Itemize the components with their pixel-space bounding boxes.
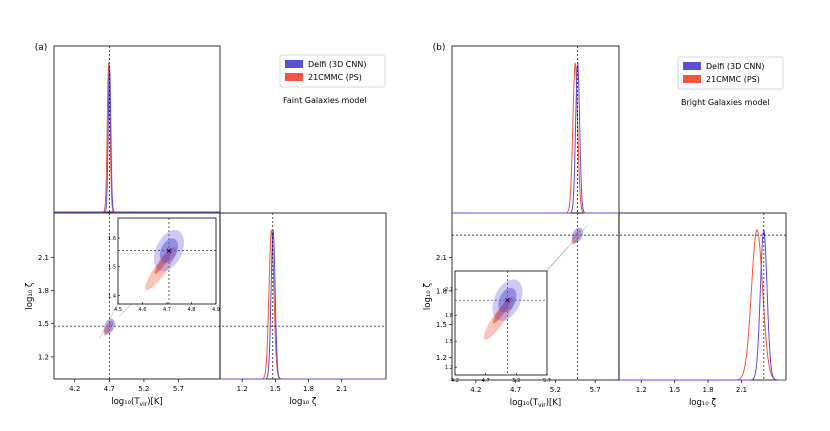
inset-link-line — [546, 224, 588, 272]
right-marginal-axes — [618, 212, 787, 381]
legend: Delfi (3D CNN) 21CMMC (PS) — [677, 56, 784, 90]
zeta-tick-label: 1.5 — [669, 386, 680, 394]
tvir-marginal-delfi-line — [452, 62, 619, 214]
tvir-marginal-21cmmc-line — [54, 62, 220, 213]
inset-y-tick-label: 1.6 — [108, 236, 116, 242]
zeta-tick-label: 1.2 — [38, 353, 49, 361]
inset-truth-marker — [505, 297, 510, 303]
legend: Delfi (3D CNN) 21CMMC (PS) — [279, 54, 386, 88]
zeta-marginal-21cmmc-line — [619, 229, 786, 381]
zeta-marginal-21cmmc-line — [220, 228, 386, 380]
inset-x-tick-label: 4.7 — [482, 378, 490, 384]
legend-label-21cmmc: 21CMMC (PS) — [706, 75, 760, 84]
tvir-axis-label-tail: )[K] — [147, 397, 163, 407]
model-label: Bright Galaxies model — [681, 98, 770, 107]
tvir-tick-label: 5.7 — [590, 386, 601, 394]
zeta-tick-label: 1.5 — [270, 385, 281, 393]
top-marginal-axes — [451, 45, 620, 214]
zeta-tick-label: 2.1 — [436, 254, 447, 262]
tvir-tick-label: 5.7 — [173, 385, 184, 393]
zeta-tick-label: 1.8 — [303, 385, 314, 393]
tvir-tick-label: 4.7 — [104, 385, 115, 393]
legend-swatch-delfi — [683, 62, 701, 70]
zeta-axis-label-left: log₁₀ ζ — [423, 283, 433, 310]
legend-box — [677, 56, 784, 90]
zeta-axis-label-right: log₁₀ ζ — [689, 398, 716, 408]
tvir-marginal-21cmmc-line — [452, 62, 619, 214]
tvir-axis-label-tail: )[K] — [546, 398, 562, 408]
tvir-tick-label: 4.2 — [470, 386, 481, 394]
model-label: Faint Galaxies model — [283, 96, 366, 105]
panel-a: (a) 4.5 4.6 4.7 4.8 4.9 1.4 1.5 1.6 4.2 4.7 5.2 5.7 1… — [25, 43, 387, 408]
tvir-marginal-delfi-line — [54, 64, 220, 213]
zeta-axis-label-right: log₁₀ ζ — [289, 397, 316, 407]
inset-truth-marker — [166, 248, 172, 253]
tvir-axis-label-sub: vir — [140, 401, 148, 408]
legend-label-delfi: Delfi (3D CNN) — [706, 62, 764, 71]
tvir-tick-label: 5.2 — [138, 385, 149, 393]
inset-x-tick-label: 5.2 — [512, 378, 520, 384]
zeta-marginal-delfi-line — [220, 229, 386, 380]
zeta-axis-label-left: log₁₀ ζ — [25, 282, 35, 309]
legend-box — [279, 54, 386, 88]
zeta-tick-label: 2.1 — [336, 385, 347, 393]
inset-x-tick-label: 4.5 — [114, 307, 122, 313]
inset-x-tick-label: 4.2 — [451, 378, 459, 384]
panel-label: (b) — [433, 43, 446, 53]
zeta-tick-label: 1.8 — [436, 287, 447, 295]
inset-x-tick-label: 4.6 — [139, 307, 147, 313]
zeta-tick-label: 1.2 — [636, 386, 647, 394]
legend-swatch-delfi — [285, 60, 303, 68]
zeta-tick-label: 2.1 — [736, 386, 747, 394]
zeta-tick-label: 1.8 — [38, 287, 49, 295]
zeta-marginal-delfi-line — [619, 229, 786, 381]
inset-x-tick-label: 4.9 — [212, 307, 220, 313]
zeta-tick-label: 1.5 — [38, 320, 49, 328]
inset-y-tick-label: 1.4 — [108, 293, 116, 299]
joint-21cmmc-contour — [103, 321, 114, 336]
zeta-tick-label: 1.2 — [436, 354, 447, 362]
inset-y-tick-label: 1.5 — [108, 265, 116, 271]
tvir-tick-label: 4.2 — [69, 385, 80, 393]
inset-link-line — [99, 303, 119, 339]
tvir-axis-label-sub: vir — [538, 402, 546, 409]
legend-swatch-21cmmc — [683, 75, 701, 83]
zeta-tick-label: 1.8 — [702, 386, 713, 394]
zeta-tick-label: 2.1 — [38, 254, 49, 262]
tvir-axis-label-head: log₁₀(T — [510, 398, 539, 408]
top-marginal-axes — [53, 45, 221, 213]
tvir-tick-label: 5.2 — [550, 386, 561, 394]
tvir-axis-label: log₁₀(Tvir)[K] — [111, 397, 163, 408]
inset-y-tick-label: 1.5 — [445, 339, 453, 345]
inset-x-tick-label: 4.7 — [163, 307, 171, 313]
legend-label-21cmmc: 21CMMC (PS) — [308, 73, 362, 82]
tvir-tick-label: 4.7 — [510, 386, 521, 394]
legend-swatch-21cmmc — [285, 73, 303, 81]
zeta-tick-label: 1.2 — [237, 385, 248, 393]
inset-x-tick-label: 5.7 — [543, 378, 551, 384]
inset-y-tick-label: 2.1 — [445, 287, 453, 293]
panel-label: (a) — [35, 43, 48, 53]
inset-y-tick-label: 1.8 — [445, 313, 453, 319]
inset-x-tick-label: 4.8 — [188, 307, 196, 313]
tvir-axis-label: log₁₀(Tvir)[K] — [510, 398, 562, 409]
inset-axes — [454, 270, 548, 376]
legend-label-delfi: Delfi (3D CNN) — [308, 60, 366, 69]
inset-y-tick-label: 1.2 — [445, 365, 453, 371]
joint-delfi-contour — [103, 318, 115, 334]
tvir-axis-label-head: log₁₀(T — [111, 397, 140, 407]
panel-b: (b)4.2 4.7 5.2 5.71.21.51.82.14.2 4.7 5.2 5.71… — [423, 43, 787, 409]
right-marginal-axes — [219, 212, 387, 380]
joint-delfi-contour — [571, 227, 584, 243]
zeta-tick-label: 1.5 — [436, 321, 447, 329]
